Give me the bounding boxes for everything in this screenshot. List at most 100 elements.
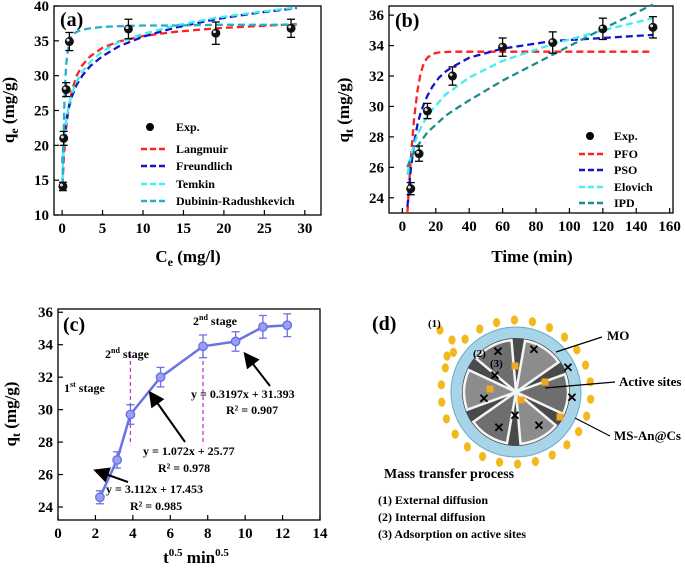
panel-a-legend-temkin: Temkin	[176, 177, 215, 191]
fit-3-arrow	[243, 351, 271, 387]
panel-b-data-point-highlight	[650, 24, 654, 28]
step-3-marker: (3)	[490, 358, 503, 370]
panel-c-y-tick-label: 24	[38, 500, 54, 516]
panel-b-x-tick-label: 0	[399, 219, 407, 235]
panel-a-x-axis-title: Ce (mg/l)	[155, 247, 220, 269]
panel-b-data-point	[598, 24, 608, 34]
mo-dye-molecule	[581, 360, 590, 370]
mo-dye-molecule	[438, 397, 446, 407]
mo-dye-molecule	[449, 347, 458, 357]
mo-dye-molecule	[441, 363, 449, 373]
panel-a-y-tick-label: 20	[34, 138, 49, 154]
active-sites-label: Active sites	[619, 374, 681, 389]
fit-3-equation: y = 0.3197x + 31.393	[191, 387, 295, 401]
composite-pointer	[574, 417, 611, 437]
panel-a-x-tick-label: 0	[58, 221, 66, 237]
panel-b-data-point	[648, 22, 658, 32]
stage-2-label: 2nd stage	[105, 346, 150, 361]
panel-a-y-tick-label: 25	[34, 104, 49, 120]
panel-a-x-tick-label: 5	[99, 221, 107, 237]
panel-a-legend-exp: Exp.	[176, 120, 200, 134]
panel-c-y-tick-label: 34	[38, 338, 54, 354]
panel-b-data-point	[447, 71, 457, 81]
mo-dye-molecule	[492, 317, 501, 328]
active-site-cross: ✕	[534, 418, 545, 433]
panel-b-data-point-highlight	[549, 39, 553, 43]
panel-c-x-tick-label: 0	[54, 526, 62, 542]
mo-dye-molecule	[436, 325, 444, 335]
panel-b-legend-exp-marker	[586, 132, 594, 140]
adsorbent-segment	[514, 339, 561, 395]
adsorbent-segment	[471, 389, 518, 445]
fit-1-r2: R² = 0.985	[130, 499, 182, 513]
step-3-text: (3) Adsorption on active sites	[378, 527, 526, 541]
panel-c-y-tick-label: 30	[38, 403, 53, 419]
panel-b-x-tick-label: 80	[529, 219, 544, 235]
stage-1-label: 1st stage	[64, 380, 105, 395]
panel-b-fit-pfo	[406, 50, 653, 214]
panel-a-data-point	[61, 85, 71, 95]
panel-c-x-tick-label: 12	[275, 526, 290, 542]
panel-a-y-axis-title: qe (mg/g)	[0, 77, 21, 143]
mo-dye-molecule	[560, 332, 569, 342]
panel-c-data-point	[258, 321, 268, 332]
panel-c-x-tick-label: 8	[204, 526, 212, 542]
panel-a-data-point	[59, 133, 69, 143]
panel-c-data-point	[155, 372, 166, 383]
mo-dye-molecule	[478, 451, 487, 462]
panel-b-fit-ipd	[406, 3, 654, 168]
panel-b-kinetics-chart: (b) 0 20 40 60 80 100 120 140 16024262830323436 …	[334, 3, 681, 266]
panel-a-data-point	[123, 24, 133, 34]
mo-dye-molecule	[476, 324, 484, 334]
panel-c-data-point	[198, 341, 208, 352]
active-site-cross: ✕	[490, 368, 501, 383]
mo-dye-molecule	[442, 414, 451, 424]
stage-3-label: 2nd stage	[193, 313, 238, 328]
panel-a-label: (a)	[60, 9, 83, 31]
panel-c-y-tick-label: 32	[38, 370, 53, 386]
panel-b-fit-elovich	[406, 17, 654, 176]
adsorbed-mo-molecule	[511, 362, 519, 370]
panel-b-data-point-highlight	[499, 44, 503, 48]
panel-b-data-point-highlight	[424, 108, 428, 112]
mo-dye-molecule	[531, 456, 540, 467]
mo-dye-molecule	[587, 394, 595, 404]
panel-c-data-point	[95, 492, 105, 503]
panel-b-x-tick-label: 20	[428, 219, 443, 235]
adsorbed-mo-molecule	[486, 385, 494, 393]
panel-c-label: (c)	[63, 314, 85, 336]
panel-c-data-point	[282, 320, 293, 331]
panel-a-x-tick-label: 10	[136, 221, 151, 237]
fit-3-r2: R² = 0.907	[226, 403, 278, 417]
panel-b-x-axis-title: Time (min)	[491, 247, 572, 266]
mo-dye-molecule	[573, 345, 581, 355]
step-2-marker: (2)	[473, 348, 486, 360]
panel-b-legend-pfo: PFO	[614, 147, 638, 161]
panel-c-data-point	[112, 455, 123, 465]
mo-dye-molecule	[563, 440, 571, 450]
mo-dye-molecule	[443, 351, 451, 361]
panel-b-x-tick-label: 160	[658, 219, 681, 235]
panel-d-mechanism-diagram: (d) ✕ ✕✕✕✕✕✕✕✕ (1) (2) (3) MO Active site…	[372, 313, 681, 541]
panel-a-x-tick-label: 30	[297, 221, 312, 237]
mo-dye-molecule	[545, 322, 554, 333]
panel-a-y-tick-label: 40	[34, 0, 49, 15]
active-site-cross: ✕	[563, 360, 574, 375]
panel-a-data-point-highlight	[66, 38, 70, 42]
panel-c-data-point	[230, 336, 241, 347]
mo-dye-molecule	[461, 334, 469, 344]
panel-b-y-tick-label: 34	[369, 39, 385, 55]
panel-c-y-axis-title: qt (mg/g)	[1, 382, 23, 447]
active-site-cross: ✕	[529, 342, 540, 357]
step-1-text: (1) External diffusion	[378, 493, 488, 507]
panel-b-legend-elovich: Elovich	[614, 180, 653, 194]
panel-a-data-point-highlight	[63, 86, 67, 90]
panel-a-data-point	[286, 23, 296, 33]
adsorbed-mo-molecule	[517, 396, 525, 404]
mo-pointer	[555, 336, 603, 353]
panel-b-legend-ipd: IPD	[614, 196, 635, 210]
panel-a-legend-exp-marker	[146, 123, 154, 131]
fit-2-r2: R² = 0.978	[158, 461, 210, 475]
panel-b-data-point-highlight	[407, 185, 411, 189]
